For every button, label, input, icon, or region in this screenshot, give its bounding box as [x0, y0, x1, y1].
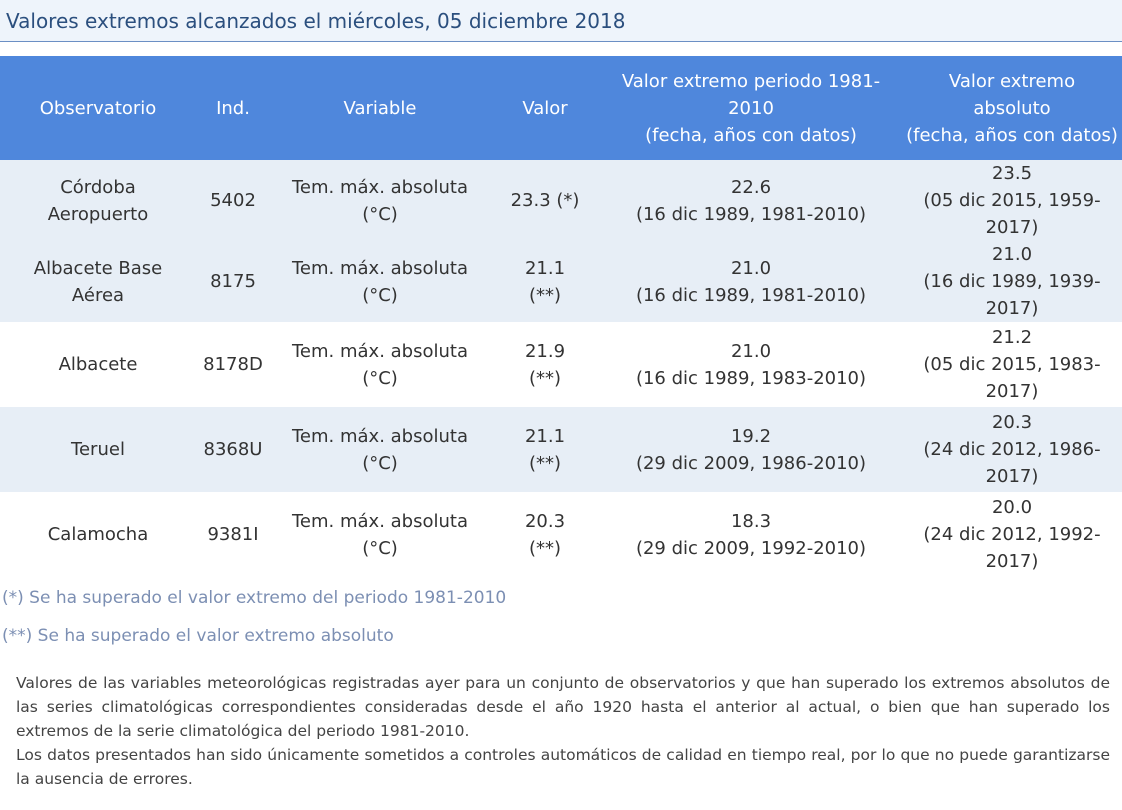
- col-header-period-extreme[interactable]: Valor extremo periodo 1981- 2010 (fecha,…: [600, 56, 902, 160]
- period-extreme-cell: 21.0 (16 dic 1989, 1983-2010): [600, 322, 902, 407]
- value-cell: 23.3 (*): [490, 160, 600, 241]
- absolute-extreme-cell: 23.5 (05 dic 2015, 1959- 2017): [902, 160, 1122, 241]
- description-paragraph: Valores de las variables meteorológicas …: [16, 674, 1110, 740]
- absolute-extreme-cell: 20.0 (24 dic 2012, 1992- 2017): [902, 492, 1122, 577]
- col-header-valor[interactable]: Valor: [490, 56, 600, 160]
- title-bar: Valores extremos alcanzados el miércoles…: [0, 0, 1122, 42]
- period-extreme-cell: 21.0 (16 dic 1989, 1981-2010): [600, 241, 902, 322]
- col-header-ind[interactable]: Ind.: [196, 56, 270, 160]
- table-row: Teruel 8368U Tem. máx. absoluta (°C) 21.…: [0, 407, 1122, 492]
- col-header-observatorio[interactable]: Observatorio: [0, 56, 196, 160]
- value-cell: 20.3 (**): [490, 492, 600, 577]
- description: Valores de las variables meteorológicas …: [16, 671, 1110, 791]
- variable-cell: Tem. máx. absoluta (°C): [270, 160, 490, 241]
- variable-cell: Tem. máx. absoluta (°C): [270, 492, 490, 577]
- variable-cell: Tem. máx. absoluta (°C): [270, 322, 490, 407]
- disclaimer-paragraph: Los datos presentados han sido únicament…: [16, 746, 1110, 788]
- absolute-extreme-cell: 20.3 (24 dic 2012, 1986- 2017): [902, 407, 1122, 492]
- variable-cell: Tem. máx. absoluta (°C): [270, 407, 490, 492]
- ind-cell: 8368U: [196, 407, 270, 492]
- ind-cell: 5402: [196, 160, 270, 241]
- absolute-extreme-cell: 21.0 (16 dic 1989, 1939- 2017): [902, 241, 1122, 322]
- table-row: Calamocha 9381I Tem. máx. absoluta (°C) …: [0, 492, 1122, 577]
- station-cell: Córdoba Aeropuerto: [0, 160, 196, 241]
- station-cell: Calamocha: [0, 492, 196, 577]
- extremes-table: Observatorio Ind. Variable Valor Valor e…: [0, 56, 1122, 577]
- footnotes: (*) Se ha superado el valor extremo del …: [0, 585, 1122, 649]
- ind-cell: 8175: [196, 241, 270, 322]
- table-row: Albacete 8178D Tem. máx. absoluta (°C) 2…: [0, 322, 1122, 407]
- station-cell: Albacete Base Aérea: [0, 241, 196, 322]
- period-extreme-cell: 19.2 (29 dic 2009, 1986-2010): [600, 407, 902, 492]
- page-title: Valores extremos alcanzados el miércoles…: [6, 8, 626, 33]
- absolute-extreme-cell: 21.2 (05 dic 2015, 1983- 2017): [902, 322, 1122, 407]
- station-cell: Albacete: [0, 322, 196, 407]
- table-row: Córdoba Aeropuerto 5402 Tem. máx. absolu…: [0, 160, 1122, 241]
- ind-cell: 9381I: [196, 492, 270, 577]
- footnote-absolute: (**) Se ha superado el valor extremo abs…: [2, 626, 394, 646]
- col-header-variable[interactable]: Variable: [270, 56, 490, 160]
- value-cell: 21.1 (**): [490, 241, 600, 322]
- variable-cell: Tem. máx. absoluta (°C): [270, 241, 490, 322]
- period-extreme-cell: 18.3 (29 dic 2009, 1992-2010): [600, 492, 902, 577]
- col-header-absolute-extreme[interactable]: Valor extremo absoluto (fecha, años con …: [902, 56, 1122, 160]
- table-row: Albacete Base Aérea 8175 Tem. máx. absol…: [0, 241, 1122, 322]
- value-cell: 21.9 (**): [490, 322, 600, 407]
- period-extreme-cell: 22.6 (16 dic 1989, 1981-2010): [600, 160, 902, 241]
- ind-cell: 8178D: [196, 322, 270, 407]
- table-header-row: Observatorio Ind. Variable Valor Valor e…: [0, 56, 1122, 160]
- station-cell: Teruel: [0, 407, 196, 492]
- value-cell: 21.1 (**): [490, 407, 600, 492]
- footnote-period: (*) Se ha superado el valor extremo del …: [2, 588, 507, 608]
